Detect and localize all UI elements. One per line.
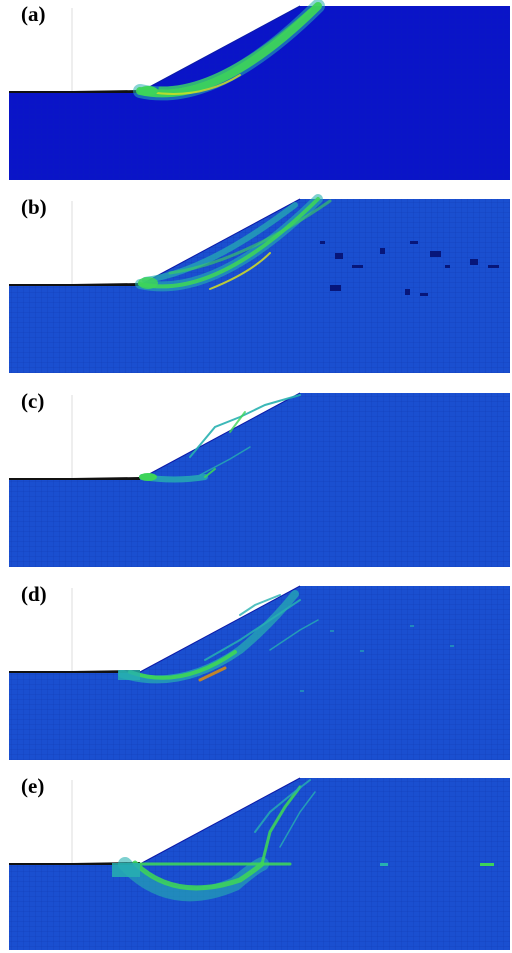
void-patch	[335, 253, 343, 259]
slope-face-line	[139, 5, 301, 93]
crack	[199, 446, 251, 476]
panel-c-label: (c)	[21, 389, 45, 413]
mesh-grid	[9, 199, 510, 373]
patch	[360, 650, 364, 652]
panel-a: (a)	[0, 0, 512, 185]
slope-face-line	[139, 777, 301, 865]
crack	[204, 468, 216, 478]
void-patch	[405, 289, 410, 295]
patch	[330, 630, 334, 632]
shear-band-secondary	[168, 199, 332, 275]
void-patch	[380, 248, 385, 254]
peak-strain-line	[149, 74, 241, 95]
shear-band	[132, 860, 265, 891]
patch	[380, 863, 388, 866]
panel-d-label: (d)	[21, 582, 47, 606]
patch	[450, 645, 454, 647]
patch	[300, 690, 304, 692]
panel-a-label: (a)	[21, 2, 46, 26]
panel-c-contour-plot	[9, 392, 510, 567]
mesh-grid	[9, 586, 510, 760]
panel-b-contour-plot	[9, 194, 510, 373]
panel-d: (d)	[0, 580, 512, 765]
void-patch	[430, 251, 441, 257]
vertical-crack	[260, 785, 302, 866]
crack	[204, 599, 301, 661]
toe-concentration	[138, 277, 158, 289]
crack	[229, 411, 246, 433]
shear-band	[138, 197, 320, 289]
void-patch	[445, 265, 450, 268]
panel-c: (c)	[0, 387, 512, 572]
panel-a-contour-plot	[9, 0, 510, 180]
crack	[239, 594, 281, 616]
shear-band	[128, 650, 237, 680]
patch	[480, 863, 494, 866]
panel-b: (b)	[0, 193, 512, 378]
mesh-grid	[9, 6, 510, 180]
panel-e-contour-plot	[9, 777, 510, 950]
void-patch	[470, 259, 478, 265]
peak-strain-line	[198, 666, 227, 682]
void-patch	[320, 241, 325, 244]
slope-face-line	[139, 585, 301, 673]
toe-block	[112, 863, 140, 877]
panel-e-label: (e)	[21, 774, 45, 798]
crack	[269, 619, 319, 651]
crack	[254, 779, 311, 833]
slope-face-line	[139, 198, 301, 286]
shear-band-inner	[158, 8, 312, 90]
void-patch	[410, 241, 418, 244]
patch	[410, 625, 414, 627]
slope-face-line	[139, 392, 301, 480]
mesh-grid	[9, 393, 510, 567]
panel-d-contour-plot	[9, 585, 510, 760]
void-patch	[330, 285, 341, 291]
shear-band-upper	[142, 202, 298, 283]
crack	[279, 791, 316, 848]
peak-strain-line	[209, 252, 271, 290]
void-patch	[420, 293, 428, 296]
toe-concentration	[139, 473, 157, 481]
panel-e: (e)	[0, 772, 512, 953]
void-patch	[352, 265, 363, 268]
toe-block	[118, 670, 140, 680]
void-patch	[488, 265, 499, 268]
toe-concentration	[138, 86, 158, 96]
panel-b-label: (b)	[21, 195, 47, 219]
